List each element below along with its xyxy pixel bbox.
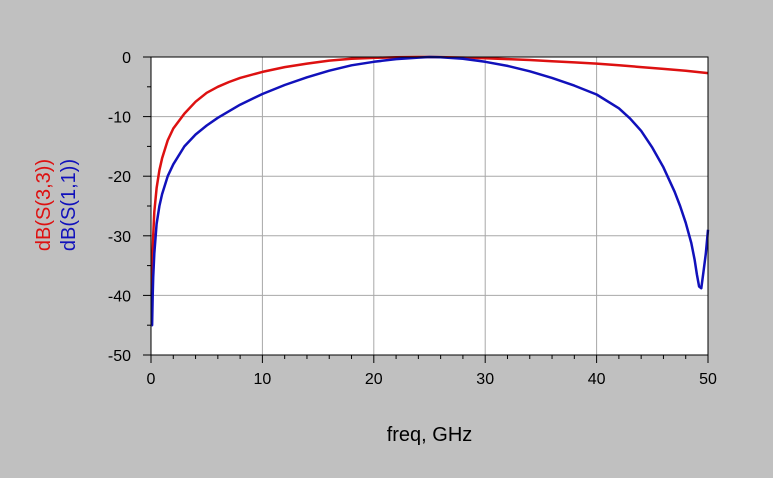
x-tick-label: 30 <box>476 371 494 388</box>
y-tick-label: -50 <box>108 348 131 365</box>
y-tick-label: -10 <box>108 110 131 127</box>
x-tick-label: 0 <box>147 371 156 388</box>
series-line-1 <box>150 55 709 296</box>
y-tick-label: -20 <box>108 169 131 186</box>
x-tick-label: 20 <box>365 371 383 388</box>
ticks <box>143 56 709 363</box>
y-axis-title-1: dB(S(3,3)) <box>33 159 55 251</box>
plot-area <box>151 57 708 355</box>
tick-labels: 0 10 20 30 40 50 0 -10 -20 -30 -40 -50 <box>108 50 717 388</box>
x-axis-title: freq, GHz <box>387 424 473 446</box>
y-tick-label: -40 <box>108 288 131 305</box>
x-tick-label: 10 <box>254 371 272 388</box>
x-tick-label: 40 <box>588 371 606 388</box>
y-tick-label: 0 <box>122 50 131 67</box>
y-axis-title-2: dB(S(1,1)) <box>58 159 80 251</box>
y-axis-titles: dB(S(3,3)) dB(S(1,1)) <box>33 159 80 251</box>
grid <box>151 57 708 355</box>
x-tick-label: 50 <box>699 371 717 388</box>
y-tick-label: -30 <box>108 229 131 246</box>
